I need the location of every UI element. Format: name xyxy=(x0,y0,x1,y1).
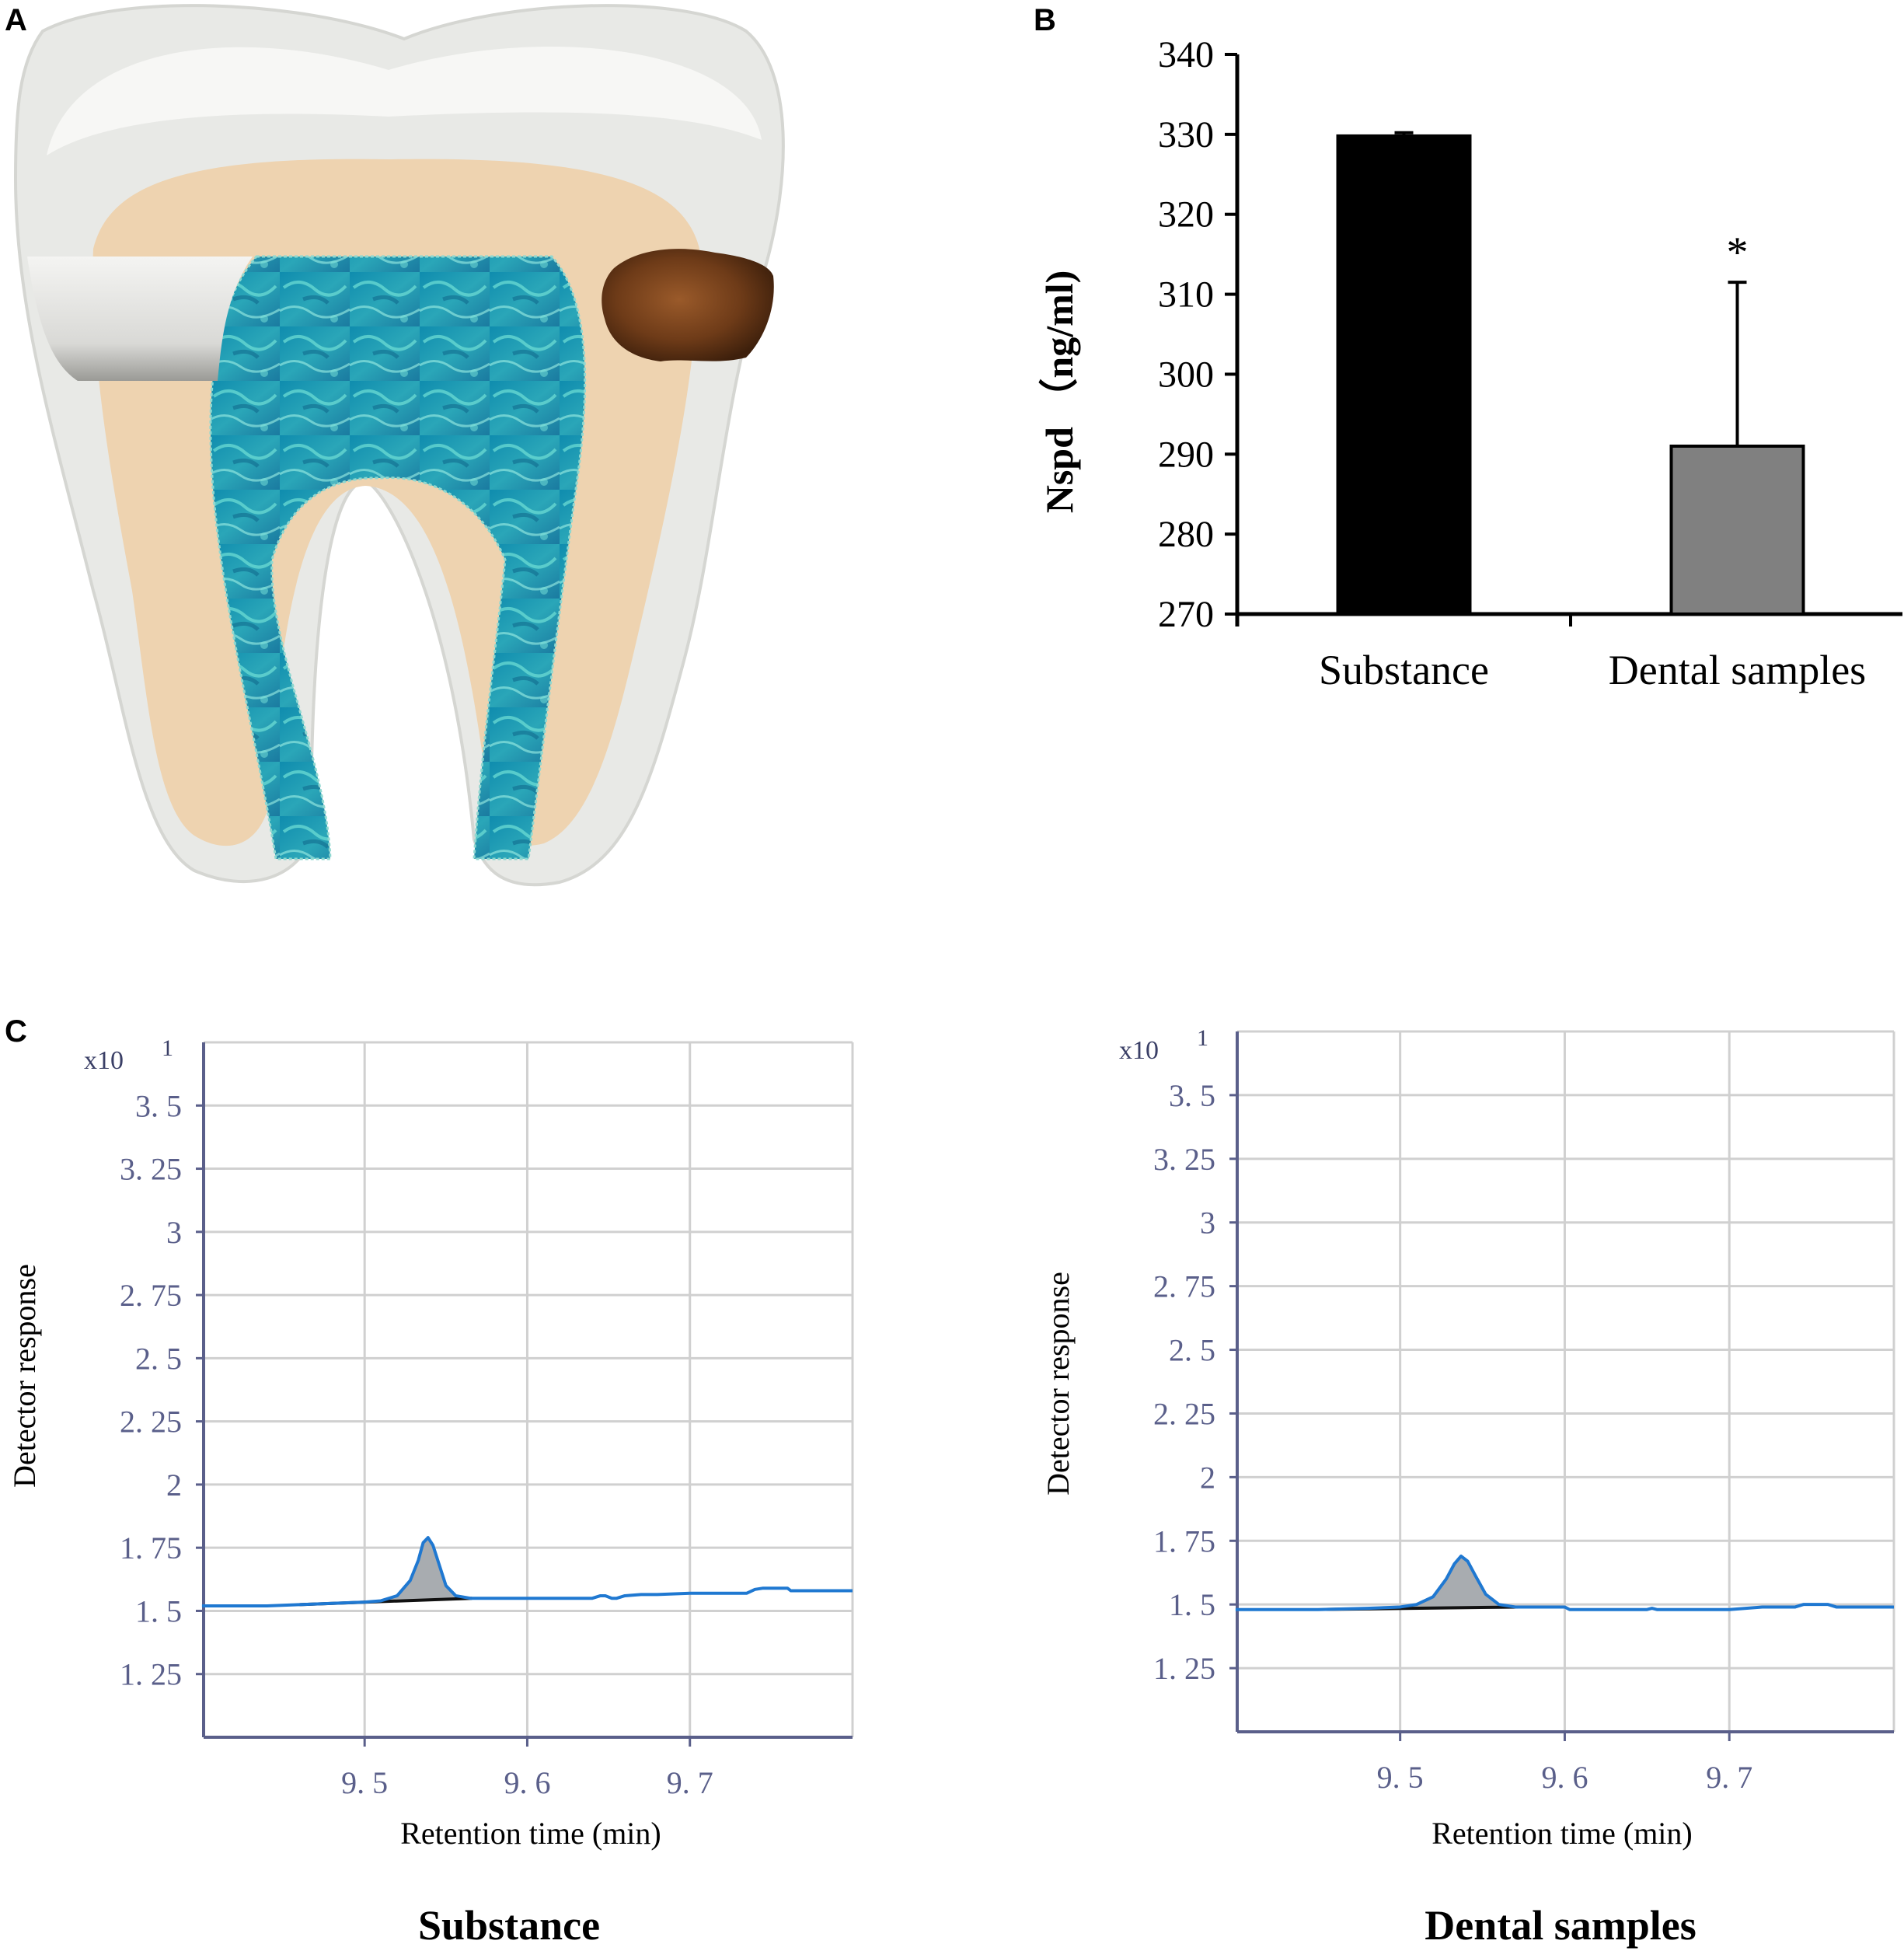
chromatogram-trace xyxy=(1235,1554,1894,1611)
x-tick-label: 9. 6 xyxy=(504,1765,550,1800)
chrom-substance-ylabel: Detector response xyxy=(7,1264,42,1488)
chromatogram-substance: Detector response Retention time (min) S… xyxy=(7,1035,854,1949)
y-tick-label: 1. 25 xyxy=(1153,1651,1215,1686)
bar-category-label: Dental samples xyxy=(1609,647,1866,693)
x-tick-label: 9. 7 xyxy=(667,1765,713,1800)
y-tick-label: 1. 5 xyxy=(1169,1587,1215,1622)
tooth-caries xyxy=(602,249,774,361)
y-tick-label: 2 xyxy=(166,1468,182,1503)
y-tick-label: 2. 75 xyxy=(1153,1269,1215,1304)
chrom-dental-title: Dental samples xyxy=(1425,1902,1697,1949)
x-tick-label: 9. 7 xyxy=(1706,1760,1752,1795)
bar-y-tick-label: 340 xyxy=(1158,34,1214,75)
y-tick-label: 2. 25 xyxy=(1153,1396,1215,1431)
x-tick-label: 9. 6 xyxy=(1541,1760,1588,1795)
y-tick-label: 1. 25 xyxy=(120,1657,182,1692)
panel-label-a: A xyxy=(5,3,27,37)
x-tick-label: 9. 5 xyxy=(341,1765,388,1800)
bar-chart: Nspd （ng/ml) 270 280 290 300 310 320 330 340 Sub… xyxy=(1037,34,1902,693)
y-tick-label: 1. 75 xyxy=(1153,1523,1215,1558)
x-tick-label: 9. 5 xyxy=(1377,1760,1424,1795)
y-tick-label: 3. 5 xyxy=(1169,1078,1215,1113)
chromatogram-trace xyxy=(201,1536,853,1607)
tooth-crown-highlight xyxy=(47,47,762,155)
bar-y-tick-label: 290 xyxy=(1158,434,1214,475)
bar xyxy=(1336,134,1472,616)
bar-y-tick-label: 270 xyxy=(1158,594,1214,635)
tooth-pulp xyxy=(209,255,587,860)
chrom-substance-exponent: 1 xyxy=(162,1035,173,1061)
tooth-filling xyxy=(27,257,253,381)
chrom-substance-multiplier: x10 xyxy=(84,1046,124,1075)
bar-y-tick-label: 330 xyxy=(1158,114,1214,155)
bar-y-tick-label: 320 xyxy=(1158,194,1214,236)
tooth-illustration xyxy=(13,4,785,887)
bar-y-tick-label: 310 xyxy=(1158,274,1214,316)
chrom-substance-xlabel: Retention time (min) xyxy=(400,1816,661,1851)
y-tick-label: 2. 25 xyxy=(120,1405,182,1440)
y-tick-label: 3. 25 xyxy=(120,1152,182,1187)
y-tick-label: 2. 75 xyxy=(120,1278,182,1313)
panel-label-b: B xyxy=(1034,3,1056,37)
y-tick-label: 1. 75 xyxy=(120,1530,182,1565)
bar-y-tick-label: 280 xyxy=(1158,514,1214,555)
chrom-dental-xlabel: Retention time (min) xyxy=(1431,1816,1693,1851)
y-tick-label: 1. 5 xyxy=(135,1593,182,1628)
y-tick-label: 3. 5 xyxy=(135,1088,182,1123)
y-tick-label: 3 xyxy=(1200,1206,1215,1241)
bar-y-axis-label: Nspd （ng/ml) xyxy=(1037,270,1081,514)
chrom-substance-title: Substance xyxy=(418,1902,600,1949)
y-tick-label: 2. 5 xyxy=(1169,1333,1215,1368)
chrom-dental-exponent: 1 xyxy=(1197,1025,1208,1051)
y-tick-label: 3 xyxy=(166,1215,182,1250)
y-tick-label: 3. 25 xyxy=(1153,1142,1215,1177)
bar-y-tick-label: 300 xyxy=(1158,354,1214,395)
peak-area xyxy=(299,1537,473,1605)
y-tick-label: 2 xyxy=(1200,1460,1215,1495)
y-tick-label: 2. 5 xyxy=(135,1341,182,1376)
significance-marker: * xyxy=(1727,229,1749,277)
chrom-dental-ylabel: Detector response xyxy=(1041,1272,1076,1496)
chrom-dental-multiplier: x10 xyxy=(1119,1036,1159,1065)
chromatogram-dental-samples: Detector response Retention time (min) D… xyxy=(1041,1025,1895,1949)
panel-label-c: C xyxy=(5,1014,27,1049)
bar-category-label: Substance xyxy=(1319,647,1489,693)
bar xyxy=(1669,445,1805,616)
